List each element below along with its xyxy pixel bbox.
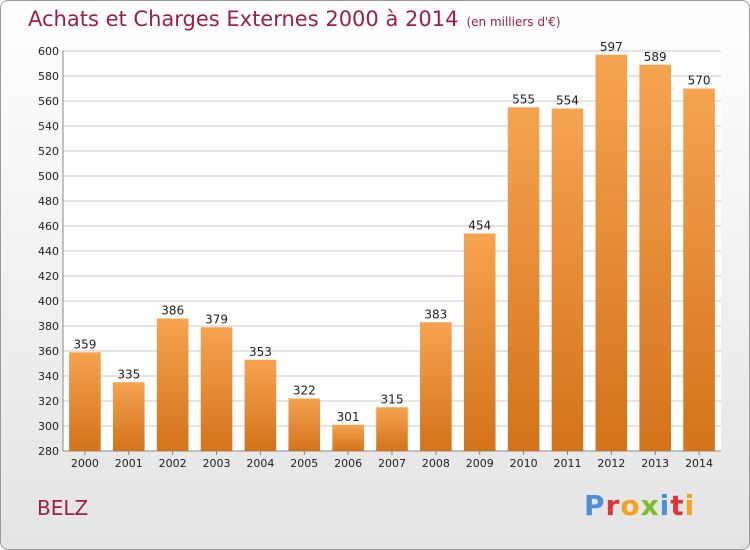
bar xyxy=(376,407,408,451)
bar xyxy=(69,352,101,451)
x-tick-label: 2000 xyxy=(71,457,99,470)
bar-value-label: 301 xyxy=(337,410,360,424)
x-tick-label: 2003 xyxy=(203,457,231,470)
bar xyxy=(595,54,628,451)
bar xyxy=(332,424,364,451)
bar xyxy=(244,359,277,451)
x-tick-label: 2004 xyxy=(246,457,274,470)
bar xyxy=(156,318,189,451)
y-tick-label: 280 xyxy=(38,445,59,458)
y-tick-label: 500 xyxy=(38,170,59,183)
proxiti-logo[interactable]: Proxiti xyxy=(584,489,695,522)
chart-title: Achats et Charges Externes 2000 à 2014 (e… xyxy=(28,7,561,31)
x-tick-label: 2011 xyxy=(553,457,581,470)
logo-letter: r xyxy=(605,489,621,522)
bar-value-label: 322 xyxy=(293,384,316,398)
bar-value-label: 335 xyxy=(117,367,140,381)
bar-value-label: 315 xyxy=(381,392,404,406)
x-tick-label: 2006 xyxy=(334,457,362,470)
y-tick-label: 440 xyxy=(38,245,59,258)
chart-title-text: Achats et Charges Externes 2000 à 2014 xyxy=(28,7,459,31)
y-tick-label: 580 xyxy=(38,70,59,83)
y-tick-label: 520 xyxy=(38,145,59,158)
x-tick-label: 2001 xyxy=(115,457,143,470)
bar-value-label: 386 xyxy=(161,304,184,318)
y-tick-label: 320 xyxy=(38,395,59,408)
x-tick-label: 2008 xyxy=(422,457,450,470)
bar-value-label: 554 xyxy=(556,94,579,108)
bar xyxy=(463,233,496,451)
logo-letter: x xyxy=(640,489,660,522)
x-tick-label: 2009 xyxy=(466,457,494,470)
y-tick-label: 300 xyxy=(38,420,59,433)
x-tick-label: 2013 xyxy=(641,457,669,470)
logo-letter: i xyxy=(684,489,696,522)
y-tick-label: 340 xyxy=(38,370,59,383)
bar-value-label: 359 xyxy=(73,337,96,351)
x-tick-label: 2007 xyxy=(378,457,406,470)
logo-letter: t xyxy=(670,489,685,522)
bar xyxy=(507,107,540,451)
bar xyxy=(639,64,671,451)
bar-value-label: 570 xyxy=(688,74,711,88)
bar-value-label: 589 xyxy=(644,50,667,64)
y-tick-label: 540 xyxy=(38,120,59,133)
x-tick-label: 2012 xyxy=(597,457,625,470)
x-tick-label: 2014 xyxy=(685,457,713,470)
y-tick-label: 460 xyxy=(38,220,59,233)
y-tick-label: 480 xyxy=(38,195,59,208)
y-tick-label: 400 xyxy=(38,295,59,308)
y-tick-label: 420 xyxy=(38,270,59,283)
bar-value-label: 353 xyxy=(249,345,272,359)
y-tick-label: 560 xyxy=(38,95,59,108)
x-tick-label: 2005 xyxy=(290,457,318,470)
logo-letter: o xyxy=(620,489,641,522)
bar xyxy=(683,88,715,451)
place-name: BELZ xyxy=(37,496,89,520)
y-tick-label: 600 xyxy=(38,45,59,58)
bar xyxy=(551,108,584,451)
bar-value-label: 383 xyxy=(424,307,447,321)
bar xyxy=(288,398,321,451)
bar-value-label: 597 xyxy=(600,40,623,54)
bar xyxy=(200,327,233,451)
bar xyxy=(420,322,452,451)
chart-subtitle: (en milliers d'€) xyxy=(466,15,561,29)
bar xyxy=(113,382,145,451)
x-tick-label: 2002 xyxy=(159,457,187,470)
y-tick-label: 380 xyxy=(38,320,59,333)
x-tick-label: 2010 xyxy=(510,457,538,470)
logo-letter: P xyxy=(584,489,606,522)
bar-value-label: 379 xyxy=(205,312,228,326)
y-tick-label: 360 xyxy=(38,345,59,358)
logo-letter: i xyxy=(659,489,671,522)
bar-value-label: 555 xyxy=(512,92,535,106)
bar-value-label: 454 xyxy=(468,219,491,233)
